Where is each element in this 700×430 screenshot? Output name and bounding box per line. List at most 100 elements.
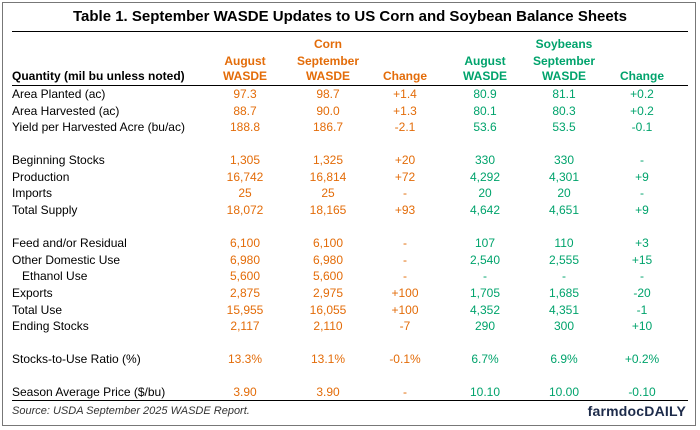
row-label: Area Harvested (ac) [12,104,120,118]
corn-september-cell: 25 [321,186,335,200]
soy-change-cell: - [640,186,644,200]
table-row: Other Domestic Use 6,980 6,980 - 2,540 2,555 +… [0,252,700,268]
soy-september-cell: 2,555 [548,253,580,267]
row-label: Area Planted (ac) [12,87,106,101]
soy-change-cell: -0.1 [631,120,653,134]
row-label: Other Domestic Use [12,253,121,267]
soy-september-cell: 330 [553,153,575,167]
soy-august-cell: 20 [478,186,492,200]
corn-change-cell: - [403,236,407,250]
table-row: Area Harvested (ac) 88.7 90.0 +1.3 80.1 80.3 +… [0,103,700,119]
corn-september-cell: 90.0 [316,104,340,118]
soy-september-header-line1: September [532,54,596,68]
soy-august-header-line1: August [464,54,506,68]
soy-change-cell: - [640,269,644,283]
soy-august-header-line2: WASDE [462,69,507,83]
corn-august-cell: 16,742 [226,170,264,184]
soy-august-cell: 330 [474,153,496,167]
corn-september-cell: 13.1% [310,352,346,366]
soy-august-cell: 80.9 [473,87,497,101]
table-row: Exports 2,875 2,975 +100 1,705 1,685 -20 [0,285,700,301]
corn-september-header-line2: WASDE [305,69,350,83]
title-divider [12,31,688,32]
soy-september-header: September WASDE [524,54,604,84]
soy-september-cell: 6.9% [550,352,578,366]
table-row: Total Use 15,955 16,055 +100 4,352 4,351 -1 [0,302,700,318]
corn-september-cell: 2,110 [313,319,343,333]
quantity-column-header: Quantity (mil bu unless noted) [12,69,185,83]
corn-september-cell: 18,165 [309,203,347,217]
corn-change-cell: -2.1 [394,120,416,134]
table-row: Stocks-to-Use Ratio (%) 13.3% 13.1% -0.1% 6.… [0,351,700,367]
corn-change-cell: +72 [394,170,416,184]
soy-august-cell: 4,642 [469,203,501,217]
soy-september-cell: - [562,269,566,283]
soy-change-cell: +9 [635,170,649,184]
soy-change-cell: +15 [631,253,653,267]
row-label: Season Average Price ($/bu) [12,385,166,399]
soy-change-cell: - [640,153,644,167]
table-row: Beginning Stocks 1,305 1,325 +20 330 330 - [0,152,700,168]
soy-august-cell: 1,705 [469,286,501,300]
corn-change-cell: +1.3 [393,104,417,118]
corn-september-cell: 16,055 [309,303,347,317]
corn-change-cell: +1.4 [393,87,417,101]
table-row: Feed and/or Residual 6,100 6,100 - 107 110 +3 [0,235,700,251]
soy-august-cell: 290 [474,319,496,333]
table-row: Total Supply 18,072 18,165 +93 4,642 4,651 +9 [0,202,700,218]
corn-september-header-line1: September [296,54,360,68]
corn-change-cell: +100 [391,303,419,317]
soy-august-cell: 10.10 [469,385,501,399]
corn-august-cell: 6,100 [229,236,261,250]
corn-august-cell: 25 [238,186,252,200]
corn-change-cell: - [403,253,407,267]
table-row: Production 16,742 16,814 +72 4,292 4,301 +9 [0,169,700,185]
corn-change-cell: - [403,269,407,283]
corn-september-cell: 16,814 [309,170,347,184]
soy-change-cell: +10 [631,319,653,333]
corn-change-cell: - [403,385,407,399]
row-label: Exports [12,286,53,300]
soy-september-cell: 4,351 [548,303,580,317]
corn-august-header: August WASDE [205,54,285,84]
soy-august-cell: 6.7% [471,352,499,366]
corn-change-cell: - [403,186,407,200]
soy-change-cell: +9 [635,203,649,217]
corn-september-cell: 2,975 [312,286,344,300]
source-note: Source: USDA September 2025 WASDE Report… [12,405,250,417]
corn-august-cell: 15,955 [226,303,264,317]
soy-september-cell: 300 [553,319,575,333]
corn-august-cell: 3.90 [233,385,257,399]
soy-change-cell: +0.2% [624,352,660,366]
soy-september-header-line2: WASDE [541,69,586,83]
soy-change-cell: -20 [633,286,651,300]
corn-september-cell: 6,100 [312,236,344,250]
row-label: Beginning Stocks [12,153,105,167]
corn-august-header-line2: WASDE [222,69,267,83]
corn-august-header-line1: August [224,54,266,68]
table-frame [2,2,696,426]
row-label: Yield per Harvested Acre (bu/ac) [12,120,185,134]
soy-september-cell: 53.5 [552,120,576,134]
row-label: Feed and/or Residual [12,236,127,250]
soy-august-cell: 2,540 [469,253,501,267]
corn-august-cell: 188.8 [229,120,261,134]
soy-change-cell: -1 [636,303,648,317]
corn-september-cell: 3.90 [316,385,340,399]
corn-september-cell: 1,325 [312,153,344,167]
soy-september-cell: 4,301 [548,170,580,184]
corn-august-cell: 13.3% [227,352,263,366]
corn-september-cell: 98.7 [316,87,340,101]
soy-september-cell: 10.00 [548,385,580,399]
soy-change-cell: +3 [635,236,649,250]
soy-change-cell: -0.10 [628,385,656,399]
soy-change-cell: +0.2 [630,87,654,101]
corn-change-cell: +93 [394,203,416,217]
soy-august-cell: 53.6 [473,120,497,134]
corn-august-cell: 97.3 [233,87,257,101]
soybeans-group-header: Soybeans [535,37,593,51]
row-label: Ethanol Use [22,269,88,283]
soy-august-cell: 4,352 [469,303,501,317]
corn-change-cell: +100 [391,286,419,300]
farmdoc-logo: farmdocDAILY [587,403,686,419]
